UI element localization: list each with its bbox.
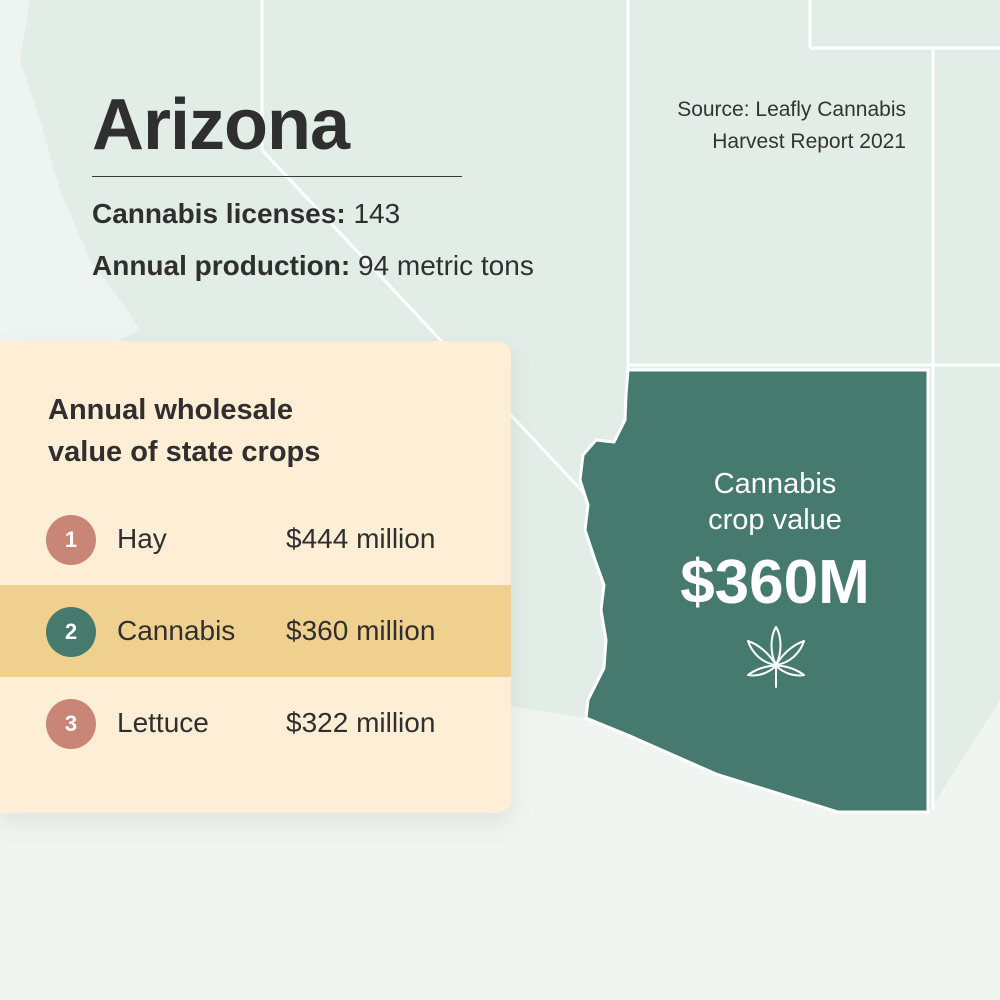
source-note: Source: Leafly Cannabis Harvest Report 2… [677,94,906,158]
panel-title-line-1: Annual wholesale [48,394,293,426]
title-divider [92,176,462,177]
crop-value: $360 million [286,615,436,646]
source-line-1: Source: Leafly Cannabis [677,98,906,121]
crop-name: Lettuce [117,707,209,738]
panel-title-line-2: value of state crops [48,436,321,468]
rank-badge: 3 [46,699,96,749]
crop-name: Hay [117,523,167,554]
crop-ranking-panel: Annual wholesale value of state crops 1 … [0,341,511,813]
state-borders [260,0,1000,810]
state-label-line-2: crop value [708,504,842,536]
crop-value: $444 million [286,523,436,554]
rank-badge: 1 [46,515,96,565]
licenses-stat: Cannabis licenses: 143 [92,198,400,230]
panel-title: Annual wholesale value of state crops [48,389,320,473]
crop-row-3: 3 Lettuce $322 million [0,677,511,769]
coastline-area [0,0,140,345]
source-line-2: Harvest Report 2021 [712,130,906,153]
rank-badge: 2 [46,607,96,657]
state-callout: Cannabis crop value $360M [655,466,895,618]
state-label-line-1: Cannabis [713,468,837,500]
production-label: Annual production: [92,250,351,281]
arizona-state-shape [578,368,930,814]
production-value: 94 metric tons [357,250,534,281]
crop-name: Cannabis [117,615,236,646]
production-stat: Annual production: 94 metric tons [92,250,534,282]
crop-value: $322 million [286,707,436,738]
licenses-value: 143 [353,198,401,229]
licenses-label: Cannabis licenses: [92,198,346,229]
page-title: Arizona [92,85,350,165]
crop-row-2: 2 Cannabis $360 million [0,585,511,677]
cannabis-leaf-icon [747,626,805,688]
state-value: $360M [680,548,870,617]
crop-row-1: 1 Hay $444 million [0,493,511,585]
